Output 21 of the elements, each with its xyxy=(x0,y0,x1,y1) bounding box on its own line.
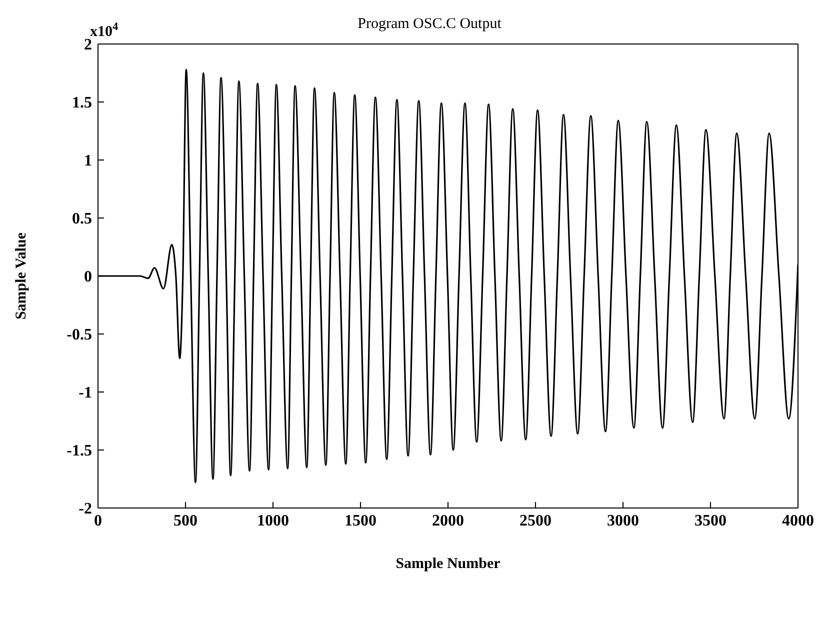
y-tick-label: 0 xyxy=(84,268,92,286)
y-tick-label: -2 xyxy=(78,500,92,518)
y-tick-label: 1 xyxy=(84,152,92,170)
x-tick-label: 2500 xyxy=(520,512,552,530)
y-tick-label: 1.5 xyxy=(72,94,92,112)
x-tick-label: 3500 xyxy=(694,512,726,530)
x-tick-label: 1000 xyxy=(257,512,289,530)
y-tick-label: -1 xyxy=(78,384,92,402)
y-tick-label: -1.5 xyxy=(66,442,92,460)
y-tick-label: 0.5 xyxy=(72,210,92,228)
chart-title: Program OSC.C Output xyxy=(358,16,502,32)
x-tick-label: 500 xyxy=(174,512,198,530)
y-tick-label: 2 xyxy=(84,36,92,54)
x-tick-label: 1500 xyxy=(344,512,376,530)
text: x10$^{4}$ xyxy=(90,21,118,40)
x-tick-label: 2000 xyxy=(432,512,464,530)
y-axis-title: Sample Value xyxy=(13,232,30,320)
x-axis-title: Sample Number xyxy=(396,556,501,572)
y-tick-label: -0.5 xyxy=(66,326,92,344)
x-tick-label: 3000 xyxy=(607,512,639,530)
x-tick-label: 4000 xyxy=(782,512,814,530)
